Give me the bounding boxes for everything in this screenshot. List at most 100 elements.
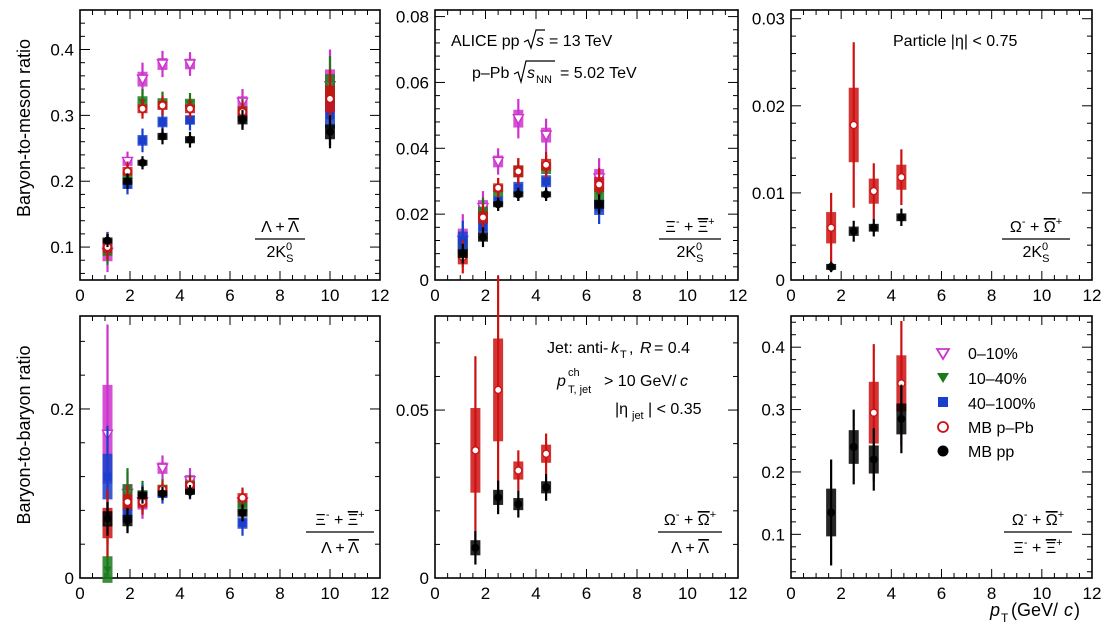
data-point (541, 449, 551, 458)
data-point (849, 443, 858, 451)
data-point (103, 236, 112, 245)
x-tick-label: 12 (371, 584, 390, 603)
svg-text:NN: NN (536, 74, 552, 86)
data-point (542, 483, 551, 492)
legend-marker-0-10 (935, 348, 951, 361)
data-point (827, 508, 836, 517)
svg-text:s: s (527, 65, 535, 82)
data-point (514, 500, 523, 509)
ylabel-top: Baryon-to-meson ratio (14, 39, 34, 217)
data-point (238, 493, 247, 502)
x-tick-label: 10 (678, 286, 697, 305)
series-mb_pp (102, 485, 248, 536)
panel-1: 0 2 4 6 8 10 12 0.1 0.2 0.3 0.4 (50, 9, 389, 305)
x-tick-label: 2 (836, 286, 845, 305)
data-point (478, 233, 487, 242)
svg-text:| < 0.35: | < 0.35 (648, 401, 702, 418)
data-point (136, 74, 149, 86)
data-point (542, 177, 551, 186)
y-tick-label: 0.08 (396, 8, 429, 27)
svg-text:(GeV/: (GeV/ (1011, 600, 1058, 620)
svg-text:c: c (680, 373, 688, 390)
legend-item-0-10: 0–10% (935, 346, 1018, 363)
svg-text:p: p (989, 600, 1000, 620)
data-point (514, 167, 523, 176)
data-point (869, 187, 878, 196)
svg-text:): ) (1074, 600, 1080, 620)
svg-text:|η: |η (615, 401, 628, 418)
series-c10_40 (457, 154, 605, 267)
data-point (494, 200, 503, 209)
y-tick-label: 0.02 (396, 205, 429, 224)
x-tick-label: 6 (937, 286, 946, 305)
series-c10_40 (102, 56, 335, 265)
svg-text:= 13 TeV: = 13 TeV (549, 33, 613, 50)
x-tick-label: 4 (175, 286, 184, 305)
x-tick-label: 0 (786, 584, 795, 603)
data-point (238, 508, 247, 517)
svg-text:p: p (556, 373, 566, 390)
svg-text:k: k (611, 340, 620, 357)
y-tick-label: 0.2 (50, 172, 74, 191)
data-point (103, 472, 112, 481)
x-tick-label: 10 (1032, 584, 1051, 603)
data-point (186, 487, 194, 496)
y-tick-label: 0.05 (396, 401, 429, 420)
legend-label-40-100: 40–100% (968, 396, 1036, 413)
data-point (138, 136, 147, 145)
data-point (186, 135, 194, 144)
data-point (458, 249, 467, 258)
svg-text:= 5.02 TeV: = 5.02 TeV (560, 65, 637, 82)
x-tick-label: 6 (225, 584, 234, 603)
data-point (123, 516, 132, 525)
svg-text:> 10 GeV/: > 10 GeV/ (604, 373, 677, 390)
x-tick-label: 12 (729, 584, 748, 603)
data-point (138, 491, 147, 500)
y-tick-label: 0.1 (50, 238, 74, 257)
series-mb_ppb (470, 275, 552, 545)
x-tick-label: 8 (275, 286, 284, 305)
panel-2: 0 2 4 6 8 10 12 0 0.02 0.04 0.06 0.08 (396, 8, 748, 305)
ratio-label-xi-lambda: Ξ- + Ξ+ Λ + Λ (306, 509, 374, 557)
data-point (158, 489, 167, 498)
data-point (897, 173, 906, 182)
data-point (541, 160, 551, 169)
x-tick-label: 12 (1083, 286, 1102, 305)
ylabel-bottom: Baryon-to-baryon ratio (14, 345, 34, 524)
y-tick-label: 0 (65, 569, 74, 588)
data-point (103, 566, 112, 574)
ratio-label-xi-k0s: Ξ- + Ξ+ 2K0 S (659, 216, 721, 265)
x-tick-label: 8 (987, 286, 996, 305)
x-tick-label: 0 (786, 286, 795, 305)
y-tick-label: 0 (776, 271, 785, 290)
data-point (138, 158, 147, 167)
series-mb_pp (826, 208, 907, 273)
ratio-label-omega-k0s: Ω- + Ω+ 2K0 S (1002, 216, 1070, 265)
x-tick-label: 10 (321, 584, 340, 603)
y-tick-label: 0.2 (50, 400, 74, 419)
svg-text:ALICE pp: ALICE pp (451, 33, 520, 50)
x-tick-label: 0 (75, 584, 84, 603)
y-tick-label: 0.1 (761, 525, 785, 544)
svg-text:Ω- + Ω+: Ω- + Ω+ (1012, 509, 1064, 529)
svg-text:Ξ- + Ξ+: Ξ- + Ξ+ (1013, 537, 1062, 557)
data-point (493, 385, 503, 395)
x-tick-label: 4 (175, 584, 184, 603)
legend-marker-mb-pp (937, 445, 949, 457)
y-tick-label: 0.03 (752, 10, 785, 29)
annotation-particle-eta: Particle |η| < 0.75 (893, 33, 1017, 50)
x-tick-label: 6 (225, 286, 234, 305)
annotation-jet-eta: |η jet | < 0.35 (615, 401, 702, 422)
x-tick-label: 0 (430, 584, 439, 603)
data-point (158, 101, 167, 110)
data-point (595, 200, 604, 209)
data-point (594, 180, 604, 189)
y-tick-label: 0.4 (761, 338, 785, 357)
x-tick-label: 0 (75, 286, 84, 305)
data-point (514, 466, 523, 475)
legend-marker-10-40 (937, 373, 949, 383)
data-point (123, 497, 132, 507)
series-mb_ppb (102, 69, 335, 261)
